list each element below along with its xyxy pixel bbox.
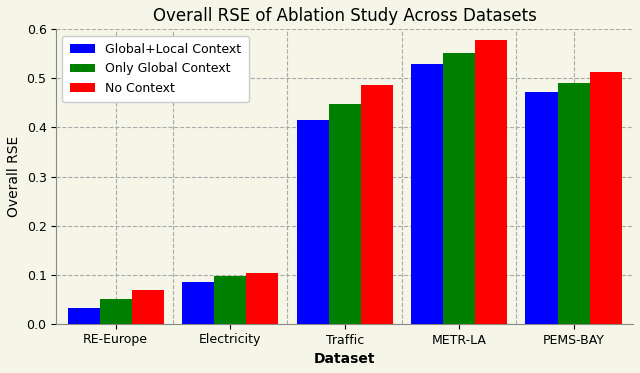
Bar <box>132 291 164 324</box>
X-axis label: Dataset: Dataset <box>314 352 376 366</box>
Bar <box>68 308 100 324</box>
Bar <box>214 276 246 324</box>
Bar <box>328 104 361 324</box>
Bar <box>361 85 393 324</box>
Bar <box>525 92 557 324</box>
Bar <box>411 64 443 324</box>
Bar <box>475 40 507 324</box>
Bar <box>557 83 589 324</box>
Bar <box>182 282 214 324</box>
Bar <box>296 120 328 324</box>
Bar <box>443 53 475 324</box>
Bar <box>589 72 621 324</box>
Y-axis label: Overall RSE: Overall RSE <box>7 136 21 217</box>
Title: Overall RSE of Ablation Study Across Datasets: Overall RSE of Ablation Study Across Dat… <box>153 7 536 25</box>
Bar <box>246 273 278 324</box>
Bar <box>100 299 132 324</box>
Legend: Global+Local Context, Only Global Context, No Context: Global+Local Context, Only Global Contex… <box>63 35 248 102</box>
